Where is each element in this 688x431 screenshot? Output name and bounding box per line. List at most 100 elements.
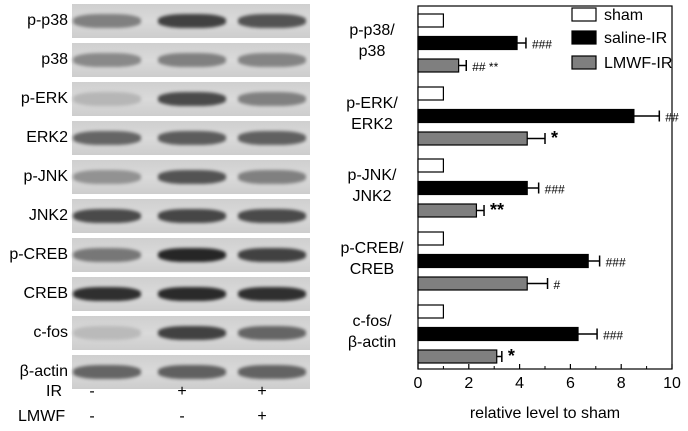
significance-label: * bbox=[551, 128, 558, 148]
blot-band bbox=[73, 14, 141, 28]
legend-label: saline-IR bbox=[604, 30, 667, 47]
x-tick-label: 2 bbox=[464, 375, 473, 392]
blot-band bbox=[73, 365, 141, 379]
blot-band bbox=[73, 53, 141, 67]
significance-label: # bbox=[554, 278, 561, 292]
treatment-sign: - bbox=[89, 408, 95, 425]
blot-strip bbox=[72, 238, 310, 272]
legend-label: sham bbox=[604, 7, 643, 24]
blot-row: p-CREB bbox=[0, 236, 330, 274]
blot-band bbox=[158, 131, 226, 145]
blot-strip bbox=[72, 160, 310, 194]
blot-band bbox=[158, 53, 226, 67]
blot-band bbox=[73, 326, 141, 340]
blot-band bbox=[158, 365, 226, 379]
blot-band bbox=[238, 365, 306, 379]
significance-label: * bbox=[508, 346, 515, 366]
bar bbox=[417, 13, 444, 28]
blot-row-label: c-fos bbox=[33, 324, 68, 341]
blot-band bbox=[73, 287, 141, 301]
category-label: CREB bbox=[350, 261, 394, 278]
category-label: ERK2 bbox=[351, 116, 393, 133]
legend-label: LMWF-IR bbox=[604, 55, 672, 72]
significance-label: ### bbox=[603, 329, 623, 343]
blot-band bbox=[238, 131, 306, 145]
treatment-sign: + bbox=[257, 408, 267, 425]
treatment-sign: - bbox=[89, 383, 95, 400]
blot-band bbox=[73, 248, 141, 262]
blot-band bbox=[238, 14, 306, 28]
blot-strip bbox=[72, 355, 310, 389]
category-label: β-actin bbox=[348, 334, 396, 351]
blot-band bbox=[238, 170, 306, 184]
blot-band bbox=[73, 170, 141, 184]
bar bbox=[417, 131, 528, 146]
blot-row: p-p38 bbox=[0, 2, 330, 40]
blot-band bbox=[158, 326, 226, 340]
blot-row-label: p-ERK bbox=[20, 90, 68, 107]
blot-row: c-fos bbox=[0, 314, 330, 352]
legend-swatch bbox=[571, 30, 597, 45]
blot-strip bbox=[72, 121, 310, 155]
blot-strip bbox=[72, 316, 310, 350]
category-label: p-JNK/ bbox=[348, 167, 397, 184]
blot-band bbox=[158, 287, 226, 301]
significance-label: ## bbox=[665, 111, 679, 125]
x-tick-label: 6 bbox=[566, 375, 575, 392]
blot-band bbox=[158, 170, 226, 184]
category-label: JNK2 bbox=[352, 188, 391, 205]
bar bbox=[417, 86, 444, 101]
blot-row-label: p-CREB bbox=[9, 246, 68, 263]
x-axis-label: relative level to sham bbox=[470, 405, 620, 422]
blot-row: p-JNK bbox=[0, 158, 330, 196]
treatment-sign: + bbox=[177, 383, 187, 400]
blot-strip bbox=[72, 4, 310, 38]
blot-band bbox=[73, 209, 141, 223]
bar bbox=[417, 158, 444, 173]
blot-band bbox=[158, 14, 226, 28]
blot-row: CREB bbox=[0, 275, 330, 313]
legend-swatch bbox=[571, 55, 597, 70]
category-label: c-fos/ bbox=[352, 313, 392, 330]
blot-row-label: β-actin bbox=[19, 363, 68, 380]
blot-row: p-ERK bbox=[0, 80, 330, 118]
blot-band bbox=[238, 326, 306, 340]
blot-band bbox=[158, 209, 226, 223]
treatment-sign: - bbox=[179, 408, 185, 425]
significance-label: ### bbox=[532, 38, 552, 52]
category-label: p38 bbox=[359, 43, 386, 60]
significance-label: ## ** bbox=[472, 60, 498, 74]
blot-strip bbox=[72, 82, 310, 116]
blot-band bbox=[158, 248, 226, 262]
x-tick-label: 4 bbox=[515, 375, 524, 392]
blot-strip bbox=[72, 43, 310, 77]
blot-row-label: p38 bbox=[41, 51, 68, 68]
category-label: p-CREB/ bbox=[340, 240, 404, 257]
blot-row: β-actin bbox=[0, 353, 330, 391]
treatment-label: IR bbox=[46, 383, 62, 400]
significance-label: ### bbox=[606, 256, 626, 270]
blot-row-label: p-JNK bbox=[23, 168, 68, 185]
bar bbox=[417, 304, 444, 319]
blot-band bbox=[73, 131, 141, 145]
treatment-sign: + bbox=[257, 383, 267, 400]
category-label: p-p38/ bbox=[349, 22, 395, 39]
blot-row: ERK2 bbox=[0, 119, 330, 157]
bar bbox=[417, 35, 518, 51]
bar bbox=[417, 253, 589, 269]
bar bbox=[417, 108, 635, 124]
x-tick-label: 8 bbox=[617, 375, 626, 392]
bar bbox=[417, 276, 528, 291]
significance-label: ** bbox=[490, 200, 504, 220]
blot-band bbox=[238, 248, 306, 262]
bar bbox=[417, 180, 528, 196]
blot-strip bbox=[72, 199, 310, 233]
bar bbox=[417, 349, 498, 364]
blot-row-label: p-p38 bbox=[27, 12, 68, 29]
x-tick-label: 0 bbox=[414, 375, 423, 392]
bar bbox=[417, 58, 460, 73]
bar bbox=[417, 203, 478, 218]
blot-row-label: CREB bbox=[23, 285, 68, 302]
blot-strip bbox=[72, 277, 310, 311]
